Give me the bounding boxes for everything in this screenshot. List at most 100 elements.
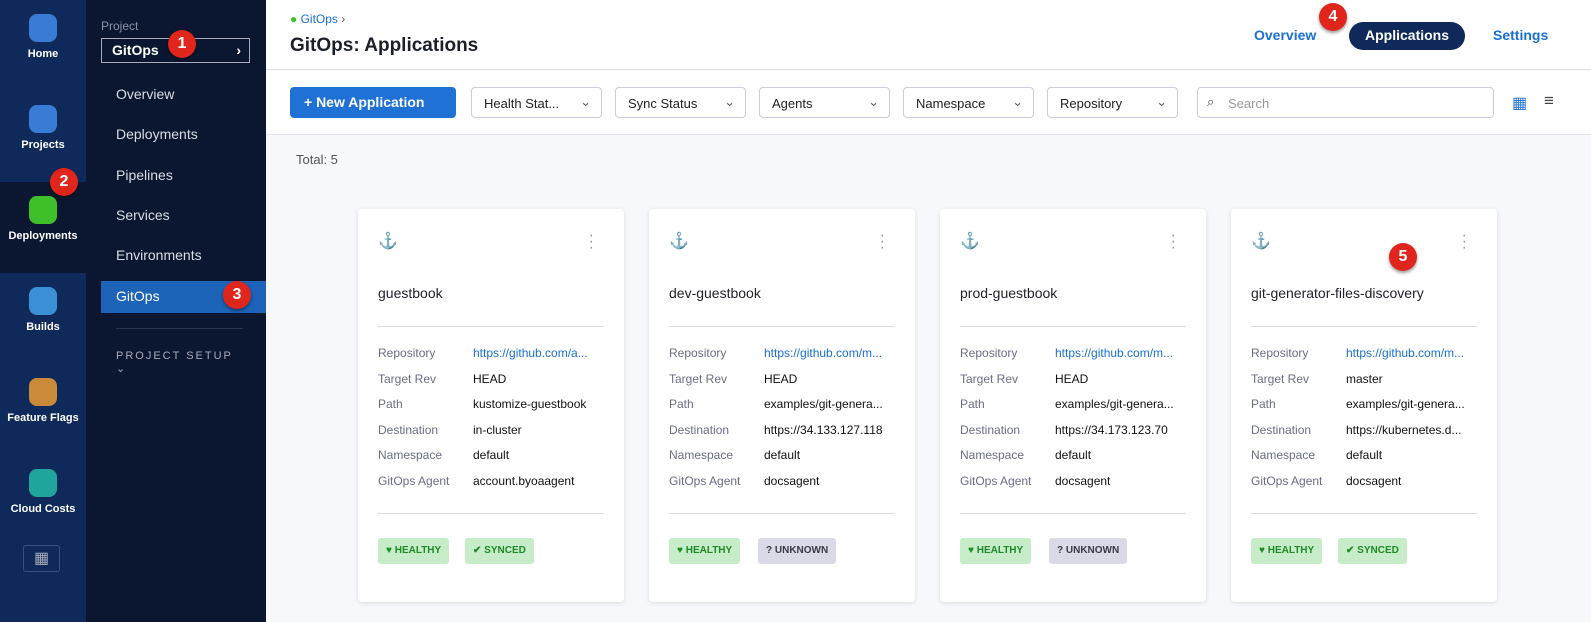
- detail-value: default: [1346, 448, 1383, 462]
- application-card[interactable]: ⚓ · · · prod-guestbook Repository https://git…: [940, 209, 1206, 602]
- filter-dropdown[interactable]: Agents ⌄: [759, 87, 890, 118]
- project-nav: Project GitOps › PROJECT SETUP ⌄ Overview…: [86, 0, 266, 622]
- sync-status-badge: ✔ SYNCED: [1338, 538, 1407, 564]
- annotation-badge: 2: [50, 168, 78, 196]
- detail-value: examples/git-genera...: [1055, 397, 1174, 411]
- nav-builds[interactable]: Builds: [0, 273, 86, 364]
- module-nav: Home Projects Deployments Builds Feature Fla…: [0, 0, 86, 622]
- project-nav-environments[interactable]: Environments: [116, 247, 202, 264]
- sync-status-badge: ? UNKNOWN: [1049, 538, 1128, 564]
- more-options-icon[interactable]: · · ·: [588, 227, 594, 256]
- detail-value: https://34.133.127.118: [764, 422, 883, 437]
- annotation-badge: 3: [223, 281, 251, 309]
- page-title: GitOps: Applications: [290, 35, 479, 56]
- nav-projects-icon: [29, 105, 57, 133]
- apps-grid-icon[interactable]: ▦: [23, 545, 60, 572]
- more-options-icon[interactable]: · · ·: [1461, 227, 1467, 256]
- health-status-badge: ♥ HEALTHY: [960, 538, 1032, 564]
- project-name: GitOps: [112, 42, 159, 58]
- tab-settings[interactable]: Settings: [1493, 27, 1549, 43]
- question-icon: ?: [1057, 545, 1064, 556]
- detail-value: in-cluster: [473, 422, 522, 437]
- annotation-badge: 1: [168, 30, 196, 58]
- sync-status-badge: ? UNKNOWN: [758, 538, 837, 564]
- check-circle-icon: ✔: [473, 545, 482, 556]
- nav-cloud-costs[interactable]: Cloud Costs: [0, 455, 86, 546]
- more-options-icon[interactable]: · · ·: [879, 227, 885, 256]
- detail-value: kustomize-guestbook: [473, 397, 587, 411]
- new-application-button[interactable]: + New Application: [290, 87, 456, 118]
- application-card[interactable]: ⚓ · · · dev-guestbook Repository https://gith…: [649, 209, 915, 602]
- total-count: Total: 5: [296, 152, 338, 167]
- application-card[interactable]: ⚓ · · · guestbook Repository https://github.c…: [358, 209, 624, 602]
- divider: [116, 328, 243, 329]
- project-nav-pipelines[interactable]: Pipelines: [116, 166, 173, 183]
- health-status-badge: ♥ HEALTHY: [1251, 538, 1323, 564]
- detail-value: default: [764, 448, 801, 462]
- application-name: git-generator-files-discovery: [1251, 285, 1424, 301]
- filter-dropdown[interactable]: Sync Status ⌄: [615, 87, 746, 118]
- project-nav-services[interactable]: Services: [116, 206, 170, 223]
- detail-value: default: [473, 448, 510, 462]
- filter-dropdown[interactable]: Health Stat... ⌄: [471, 87, 602, 118]
- heart-icon: ♥: [677, 545, 683, 556]
- application-icon: ⚓: [1251, 233, 1271, 250]
- grid-view-icon[interactable]: ▦: [1512, 95, 1528, 112]
- detail-value: HEAD: [473, 371, 507, 386]
- application-name: guestbook: [378, 285, 443, 301]
- project-label: Project: [101, 19, 139, 33]
- nav-home[interactable]: Home: [0, 0, 86, 91]
- filter-dropdown[interactable]: Repository ⌄: [1047, 87, 1178, 118]
- application-card[interactable]: ⚓ · · · git-generator-files-discovery Reposi…: [1231, 209, 1497, 602]
- project-nav-overview[interactable]: Overview: [116, 86, 175, 102]
- chevron-down-icon: ⌄: [1012, 94, 1023, 109]
- breadcrumb[interactable]: ● GitOps ›: [290, 12, 346, 26]
- application-icon: ⚓: [378, 233, 398, 250]
- health-status-badge: ♥ HEALTHY: [378, 538, 450, 564]
- nav-feature-flags-icon: [29, 378, 57, 406]
- more-options-icon[interactable]: · · ·: [1170, 227, 1176, 256]
- heart-icon: ♥: [968, 545, 974, 556]
- nav-deployments-icon: [29, 196, 57, 224]
- tab-applications[interactable]: Applications: [1349, 22, 1466, 50]
- detail-value: docsagent: [1346, 473, 1402, 488]
- annotation-badge: 5: [1389, 243, 1417, 271]
- application-icon: ⚓: [669, 233, 689, 250]
- health-status-badge: ♥ HEALTHY: [669, 538, 741, 564]
- detail-value: master: [1346, 371, 1383, 386]
- repository-link[interactable]: https://github.com/m...: [1346, 346, 1465, 360]
- detail-value: account.byoaagent: [473, 473, 575, 488]
- filter-dropdown[interactable]: Namespace ⌄: [903, 87, 1034, 118]
- application-name: prod-guestbook: [960, 285, 1058, 301]
- project-setup-toggle[interactable]: PROJECT SETUP ⌄: [116, 350, 253, 375]
- chevron-down-icon: ⌄: [868, 94, 879, 109]
- tab-overview[interactable]: Overview: [1254, 27, 1317, 43]
- nav-deployments[interactable]: Deployments: [0, 182, 86, 273]
- nav-feature-flags[interactable]: Feature Flags: [0, 364, 86, 455]
- detail-value: https://kubernetes.d...: [1346, 422, 1462, 437]
- repository-link[interactable]: https://github.com/m...: [1055, 346, 1174, 360]
- toolbar: + New Application ⌕ Search ▦ ≡ Health Sta…: [266, 71, 1591, 135]
- gitops-icon: ●: [290, 12, 298, 26]
- nav-cloud-costs-icon: [29, 469, 57, 497]
- application-name: dev-guestbook: [669, 285, 761, 301]
- repository-link[interactable]: https://github.com/m...: [764, 346, 883, 360]
- repository-link[interactable]: https://github.com/a...: [473, 346, 588, 360]
- list-view-icon[interactable]: ≡: [1544, 91, 1554, 110]
- heart-icon: ♥: [1259, 545, 1265, 556]
- detail-value: examples/git-genera...: [764, 397, 883, 411]
- sync-status-badge: ✔ SYNCED: [465, 538, 534, 564]
- heart-icon: ♥: [386, 545, 392, 556]
- detail-value: docsagent: [764, 473, 820, 488]
- project-nav-deployments[interactable]: Deployments: [116, 126, 198, 143]
- chevron-down-icon: ⌄: [580, 94, 591, 109]
- search-input[interactable]: ⌕ Search: [1197, 87, 1494, 118]
- question-icon: ?: [766, 545, 773, 556]
- chevron-down-icon: ⌄: [1156, 94, 1167, 109]
- nav-projects[interactable]: Projects: [0, 91, 86, 182]
- chevron-down-icon: ⌄: [724, 94, 735, 109]
- nav-builds-icon: [29, 287, 57, 315]
- application-icon: ⚓: [960, 233, 980, 250]
- detail-value: docsagent: [1055, 473, 1111, 488]
- page-header: ● GitOps › GitOps: Applications Overview…: [266, 0, 1591, 70]
